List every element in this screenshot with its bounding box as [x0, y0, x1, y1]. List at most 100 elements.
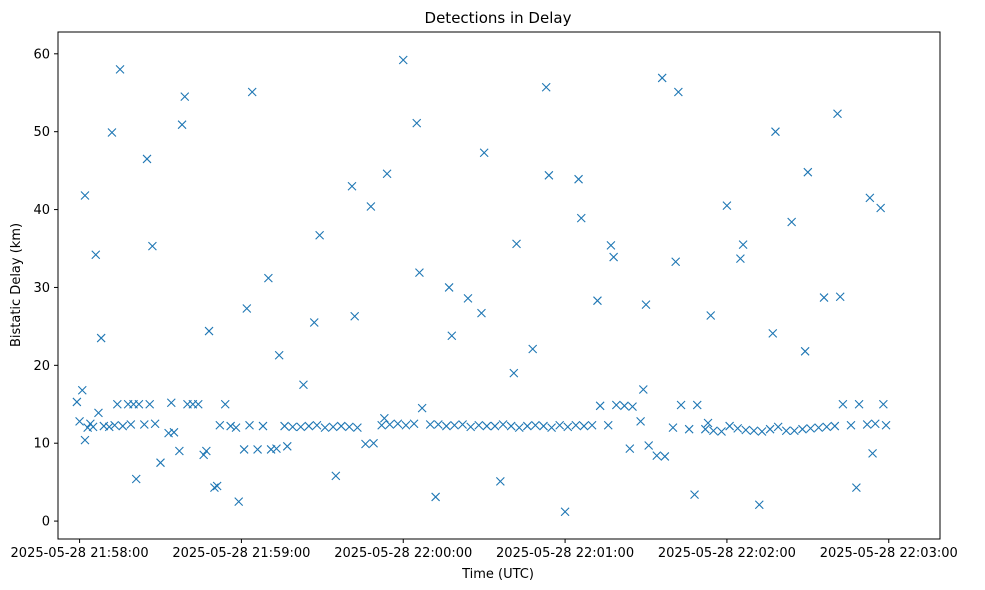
data-point — [282, 441, 292, 451]
data-point — [239, 445, 249, 454]
data-point — [541, 82, 551, 92]
data-point — [547, 423, 556, 433]
data-point — [495, 476, 505, 486]
data-point — [528, 344, 538, 354]
data-point — [312, 420, 322, 430]
data-points — [72, 55, 891, 517]
data-point — [700, 424, 710, 434]
data-point — [722, 201, 732, 211]
x-tick-label: 2025-05-28 22:02:00 — [658, 546, 796, 561]
data-point — [361, 439, 370, 449]
y-tick-label: 10 — [33, 437, 50, 452]
data-point — [531, 420, 540, 430]
data-point — [754, 500, 764, 510]
data-point — [336, 421, 346, 431]
data-point — [576, 213, 586, 223]
data-point — [509, 368, 519, 378]
data-point — [673, 87, 683, 97]
data-point — [671, 257, 681, 267]
data-point — [447, 331, 457, 341]
data-point — [660, 452, 670, 461]
data-point — [544, 170, 554, 180]
data-point — [450, 420, 459, 430]
data-point — [498, 420, 508, 429]
data-point — [862, 420, 872, 429]
x-tick-label: 2025-05-28 22:01:00 — [496, 546, 634, 561]
data-point — [574, 174, 583, 184]
chart-title: Detections in Delay — [425, 9, 572, 27]
data-point — [280, 421, 289, 431]
data-point — [717, 427, 726, 436]
y-tick-label: 40 — [33, 203, 50, 218]
data-point — [80, 435, 90, 445]
data-point — [193, 399, 203, 409]
data-point — [865, 193, 875, 203]
y-axis-ticks: 0 10 20 30 40 50 60 — [33, 47, 58, 530]
data-point — [226, 421, 236, 431]
data-point — [765, 424, 775, 434]
data-point — [304, 421, 314, 431]
data-point — [148, 241, 157, 251]
data-point — [96, 333, 106, 343]
data-point — [379, 413, 389, 423]
data-point — [668, 423, 678, 433]
data-point — [876, 203, 886, 213]
data-point — [91, 250, 101, 260]
data-point — [80, 191, 90, 200]
data-point — [444, 283, 454, 292]
data-point — [353, 423, 362, 433]
data-point — [706, 311, 716, 320]
data-point — [757, 427, 767, 436]
data-point — [104, 422, 114, 432]
data-point — [385, 420, 395, 429]
data-point — [425, 420, 435, 429]
data-point — [77, 385, 87, 395]
data-point — [382, 169, 392, 179]
data-point — [539, 421, 548, 431]
data-point — [868, 448, 877, 458]
data-point — [377, 420, 387, 430]
data-point — [369, 438, 378, 448]
data-point — [431, 492, 441, 502]
data-point — [412, 118, 422, 128]
data-point — [676, 400, 686, 410]
x-tick-label: 2025-05-28 22:00:00 — [334, 546, 472, 561]
data-point — [636, 417, 645, 426]
data-point — [603, 420, 613, 430]
x-tick-label: 2025-05-28 22:03:00 — [820, 546, 958, 561]
data-point — [433, 420, 443, 429]
y-axis-label: Bistatic Delay (km) — [9, 223, 24, 347]
data-point — [417, 403, 427, 413]
data-point — [288, 422, 298, 432]
data-point — [253, 445, 262, 454]
y-tick-label: 60 — [33, 47, 50, 62]
data-point — [174, 446, 184, 456]
data-point — [830, 421, 840, 431]
data-point — [296, 422, 306, 432]
data-point — [644, 441, 654, 450]
data-point — [204, 326, 214, 336]
data-point — [315, 230, 325, 240]
data-point — [309, 318, 319, 327]
data-point — [741, 425, 751, 435]
data-point — [771, 127, 780, 137]
data-point — [88, 422, 98, 432]
data-point — [587, 420, 597, 430]
data-point — [442, 421, 451, 431]
data-point — [854, 399, 864, 409]
data-point — [555, 420, 565, 430]
data-point — [201, 446, 211, 456]
data-point — [641, 300, 651, 309]
data-point — [749, 426, 759, 436]
data-point — [474, 420, 484, 430]
data-point — [231, 423, 241, 433]
data-point — [156, 458, 165, 468]
data-point — [94, 408, 103, 418]
plot-frame — [57, 31, 941, 540]
data-point — [846, 420, 856, 430]
data-point — [657, 73, 667, 83]
data-point — [75, 417, 84, 426]
data-point — [331, 471, 341, 481]
data-point — [593, 296, 602, 306]
